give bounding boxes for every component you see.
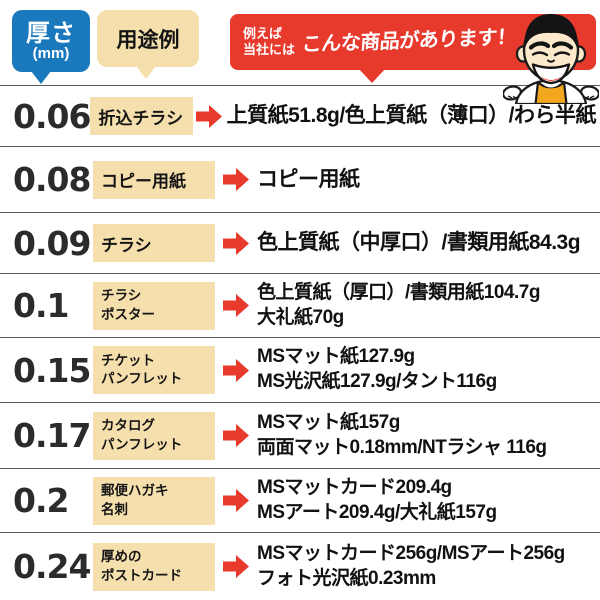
product-list: MSマット紙127.9g MS光沢紙127.9g/タント116g xyxy=(257,345,596,394)
usage-label: チラシ xyxy=(101,235,152,255)
usage-label: チケット xyxy=(101,352,155,368)
red-right-arrow-icon xyxy=(215,554,257,579)
table-row: 0.24 厚めの ポストカード MSマットカード256g/MSアート256g フ… xyxy=(0,532,600,600)
usage-box: 折込チラシ xyxy=(90,97,193,135)
product-list: コピー用紙 xyxy=(257,166,596,193)
usage-box: 郵便ハガキ 名刺 xyxy=(93,476,215,525)
red-right-arrow-icon xyxy=(215,293,257,318)
thickness-value: 0.08 xyxy=(13,160,91,199)
usage-label: パンフレット xyxy=(101,436,183,452)
usage-header-label: 用途例 xyxy=(116,28,180,52)
usage-label: 名刺 xyxy=(101,501,128,517)
banner-intro-line1: 例えば xyxy=(243,25,283,41)
product-line: MSマットカード209.4g xyxy=(257,476,452,498)
usage-bubble-pointer xyxy=(136,66,156,79)
product-line: コピー用紙 xyxy=(257,167,360,191)
table-row: 0.08 コピー用紙 コピー用紙 xyxy=(0,146,600,212)
thickness-table: 0.06 折込チラシ 上質紙51.8g/色上質紙（薄口）/わら半紙 0.08 コ… xyxy=(0,85,600,600)
product-line: MSマット紙127.9g xyxy=(257,346,415,368)
table-row: 0.06 折込チラシ 上質紙51.8g/色上質紙（薄口）/わら半紙 xyxy=(0,85,600,146)
usage-box: コピー用紙 xyxy=(93,160,215,199)
usage-box: チラシ ポスター xyxy=(93,281,215,330)
banner-main-text: こんな商品があります！ xyxy=(301,25,517,56)
usage-label: コピー用紙 xyxy=(101,172,186,191)
usage-box: チラシ xyxy=(93,224,215,262)
usage-box: カタログ パンフレット xyxy=(93,411,215,460)
usage-label: 折込チラシ xyxy=(98,108,184,128)
thickness-header-unit: (mm) xyxy=(32,44,70,62)
product-line: MS光沢紙127.9g/タント116g xyxy=(257,371,497,392)
thickness-value: 0.09 xyxy=(13,223,91,263)
red-right-arrow-icon xyxy=(215,231,257,256)
chart-header: 厚さ (mm) 用途例 例えば 当社には こんな商品があります！ xyxy=(0,0,600,104)
thickness-value: 0.2 xyxy=(13,481,69,520)
product-line: MSアート209.4g/大礼紙157g xyxy=(257,501,497,523)
product-list: 色上質紙（厚口）/書類用紙104.7g 大礼紙70g xyxy=(257,281,596,330)
table-row: 0.2 郵便ハガキ 名刺 MSマットカード209.4g MSアート209.4g/… xyxy=(0,468,600,532)
product-line: 色上質紙（中厚口）/書類用紙84.3g xyxy=(257,231,581,255)
usage-header-bubble: 用途例 xyxy=(97,10,199,67)
table-row: 0.17 カタログ パンフレット MSマット紙157g 両面マット0.18mm/… xyxy=(0,402,600,468)
usage-label: 郵便ハガキ xyxy=(101,483,169,499)
usage-label: パンフレット xyxy=(101,371,183,386)
usage-box: チケット パンフレット xyxy=(93,346,215,394)
thickness-value: 0.24 xyxy=(13,547,91,586)
product-list: 上質紙51.8g/色上質紙（薄口）/わら半紙 xyxy=(226,102,597,129)
thickness-header-label: 厚さ xyxy=(26,19,76,47)
thickness-bubble-pointer xyxy=(31,71,51,84)
table-row: 0.15 チケット パンフレット MSマット紙127.9g MS光沢紙127.9… xyxy=(0,337,600,402)
product-line: フォト光沢紙0.23mm xyxy=(257,567,436,589)
red-right-arrow-icon xyxy=(215,423,257,448)
product-line: 大礼紙70g xyxy=(257,306,344,328)
product-list: MSマット紙157g 両面マット0.18mm/NTラシャ 116g xyxy=(257,411,596,460)
usage-label: カタログ xyxy=(101,418,155,434)
product-line: MSマット紙157g xyxy=(257,411,400,433)
usage-label: ポスター xyxy=(101,306,155,322)
thickness-value: 0.1 xyxy=(13,286,69,325)
thickness-header-bubble: 厚さ (mm) xyxy=(12,10,90,72)
red-right-arrow-icon xyxy=(215,358,257,383)
product-line: 両面マット0.18mm/NTラシャ 116g xyxy=(257,436,547,458)
product-list: MSマットカード209.4g MSアート209.4g/大礼紙157g xyxy=(257,476,596,525)
red-right-arrow-icon xyxy=(215,488,257,513)
banner-pointer xyxy=(358,68,386,83)
usage-label: 厚めの xyxy=(101,549,142,565)
usage-label: ポストカード xyxy=(101,567,182,583)
red-right-arrow-icon xyxy=(193,104,227,129)
product-list: MSマットカード256g/MSアート256g フォト光沢紙0.23mm xyxy=(257,542,596,591)
thickness-value: 0.17 xyxy=(13,416,91,455)
thickness-value: 0.06 xyxy=(13,96,91,136)
usage-label: チラシ xyxy=(101,288,142,304)
usage-box: 厚めの ポストカード xyxy=(93,542,215,591)
thickness-value: 0.15 xyxy=(13,350,91,390)
table-row: 0.09 チラシ 色上質紙（中厚口）/書類用紙84.3g xyxy=(0,212,600,273)
table-row: 0.1 チラシ ポスター 色上質紙（厚口）/書類用紙104.7g 大礼紙70g xyxy=(0,273,600,337)
product-line: MSマットカード256g/MSアート256g xyxy=(257,542,565,564)
red-right-arrow-icon xyxy=(215,167,257,192)
product-line: 色上質紙（厚口）/書類用紙104.7g xyxy=(257,281,540,303)
banner-intro-line2: 当社には xyxy=(243,42,296,57)
product-line: 上質紙51.8g/色上質紙（薄口）/わら半紙 xyxy=(226,104,597,128)
smiling-man-mascot xyxy=(503,13,599,104)
banner-intro-text: 例えば 当社には xyxy=(243,26,295,59)
product-list: 色上質紙（中厚口）/書類用紙84.3g xyxy=(257,229,596,256)
